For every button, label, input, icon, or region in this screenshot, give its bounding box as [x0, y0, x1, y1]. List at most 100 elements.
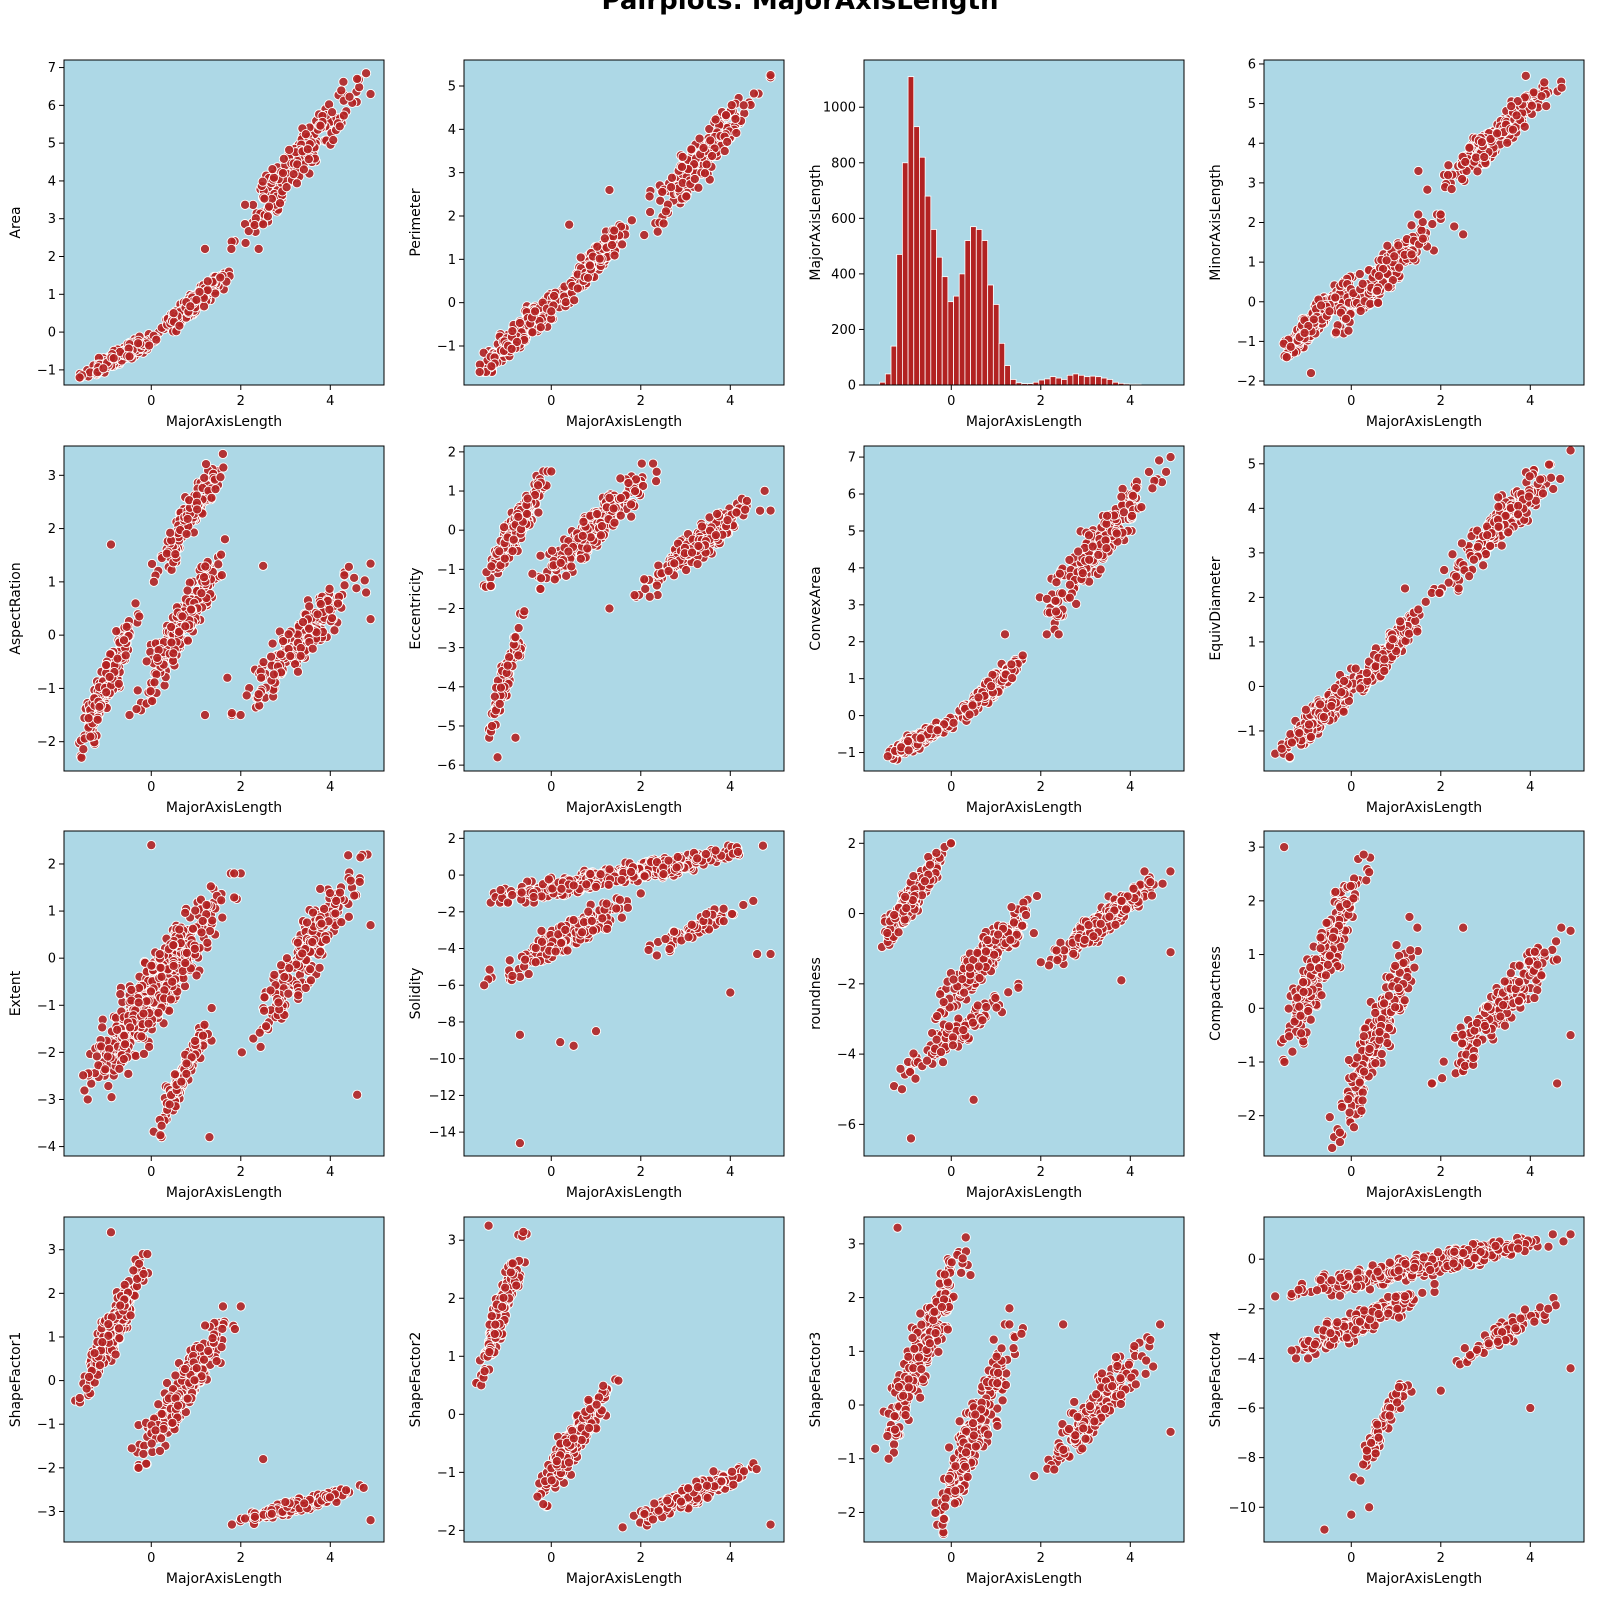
scatter-point — [765, 505, 776, 516]
scatter-point — [726, 100, 737, 111]
scatter-point — [1511, 110, 1522, 121]
y-tick-label: −2 — [437, 602, 456, 617]
scatter-point — [339, 570, 350, 581]
figure-title: Pairplots: MajorAxisLength — [601, 0, 999, 16]
scatter-point — [535, 322, 546, 333]
scatter-point — [604, 492, 615, 503]
scatter-point — [1126, 510, 1138, 521]
scatter-point — [1041, 629, 1052, 640]
scatter-point — [336, 85, 347, 96]
scatter-point — [258, 560, 269, 571]
scatter-point — [215, 272, 226, 283]
scatter-point — [578, 516, 589, 527]
scatter-point — [74, 372, 85, 383]
scatter-point — [609, 225, 620, 236]
scatter-point — [1541, 101, 1552, 112]
scatter-point — [1087, 541, 1098, 552]
scatter-point — [334, 121, 345, 132]
scatter-point — [506, 343, 517, 354]
scatter-point — [145, 686, 156, 697]
scatter-point — [300, 129, 311, 140]
scatter-point — [748, 88, 759, 99]
scatter-point — [1165, 452, 1176, 463]
scatter-point — [120, 650, 131, 661]
y-tick-label: 3 — [48, 469, 56, 484]
scatter-point — [1084, 554, 1095, 565]
scatter-point — [615, 493, 626, 504]
hist-bar — [896, 254, 903, 385]
scatter-point — [903, 745, 914, 756]
scatter-point — [1413, 209, 1424, 220]
scatter-point — [1476, 137, 1487, 148]
scatter-point — [575, 252, 586, 263]
scatter-point — [563, 546, 574, 557]
x-tick-label: 2 — [237, 780, 245, 795]
scatter-point — [596, 521, 607, 532]
x-tick-label: 4 — [326, 394, 334, 409]
y-tick-label: 1 — [48, 575, 56, 590]
scatter-point — [1073, 546, 1084, 557]
scatter-point — [332, 598, 344, 609]
marks — [1270, 446, 1576, 763]
scatter-point — [546, 545, 558, 556]
scatter-point — [149, 677, 160, 688]
scatter-point — [1330, 327, 1342, 338]
x-tick-label: 4 — [1526, 394, 1534, 409]
scatter-point — [235, 710, 246, 721]
scatter-point — [1507, 124, 1518, 135]
y-axis-label: Area — [8, 206, 24, 238]
scatter-point — [1051, 577, 1062, 588]
scatter-point — [903, 736, 914, 747]
scatter-point — [681, 565, 692, 576]
scatter-point — [303, 154, 314, 165]
scatter-point — [1339, 676, 1350, 687]
scatter-point — [932, 725, 943, 736]
scatter-point — [658, 218, 669, 229]
y-tick-label: 0 — [48, 326, 56, 341]
x-tick-label: 2 — [1037, 780, 1045, 795]
scatter-point — [1413, 604, 1424, 615]
scatter-point — [677, 151, 688, 162]
scatter-point — [241, 690, 252, 701]
subplot-6: 0 2 4−6−5−4−3−2−1012MajorAxisLengthEccentr… — [408, 445, 785, 816]
y-tick-label: 2 — [48, 250, 56, 265]
scatter-point — [1143, 466, 1154, 478]
scatter-point — [1286, 737, 1297, 748]
scatter-point — [199, 710, 211, 721]
scatter-point — [283, 629, 294, 640]
scatter-point — [1381, 255, 1392, 266]
scatter-point — [307, 643, 318, 654]
scatter-point — [291, 178, 302, 189]
scatter-point — [338, 76, 349, 87]
scatter-point — [1041, 593, 1053, 604]
scatter-point — [1017, 650, 1028, 661]
scatter-point — [329, 625, 340, 636]
scatter-point — [180, 621, 191, 632]
y-tick-label: 7 — [848, 451, 856, 466]
scatter-point — [1101, 543, 1112, 554]
scatter-point — [511, 336, 523, 347]
scatter-point — [1479, 151, 1490, 163]
scatter-point — [1449, 221, 1460, 232]
scatter-point — [535, 550, 546, 561]
x-tick-label: 0 — [147, 394, 155, 409]
scatter-point — [1308, 314, 1319, 325]
scatter-point — [281, 182, 292, 193]
marks — [882, 452, 1176, 765]
scatter-point — [1326, 700, 1337, 712]
scatter-point — [572, 283, 583, 294]
scatter-point — [262, 211, 273, 222]
scatter-point — [1439, 565, 1450, 576]
scatter-point — [651, 476, 662, 487]
scatter-point — [486, 561, 497, 572]
hist-bar — [1038, 379, 1045, 385]
y-tick-label: 3 — [448, 166, 456, 181]
scatter-point — [199, 472, 210, 484]
scatter-point — [98, 363, 109, 374]
scatter-point — [198, 301, 210, 312]
hist-bar — [941, 276, 949, 385]
scatter-point — [549, 290, 560, 301]
x-tick-label: 4 — [1126, 780, 1134, 795]
scatter-point — [1460, 156, 1471, 167]
